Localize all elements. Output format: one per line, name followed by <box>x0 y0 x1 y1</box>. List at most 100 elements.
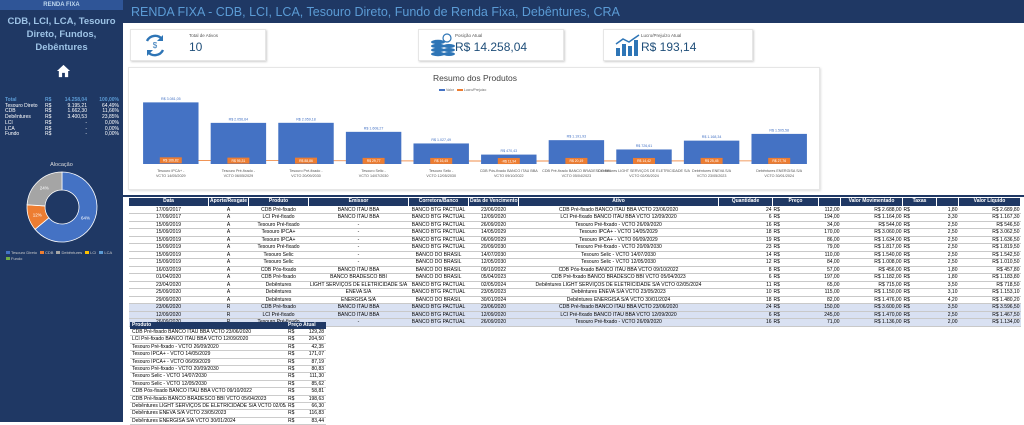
table-cell: 23/06/2020 <box>468 206 519 214</box>
table-row[interactable]: 17/09/2017 A CDB Pré-fixado BANCO ITAU BBA B… <box>128 206 1021 214</box>
table-row[interactable]: 15/09/2019 A Tesouro Pré-fixado - BANCO BTG … <box>128 243 1021 252</box>
table-row[interactable]: 23/06/2020 R CDB Pré-fixado BANCO ITAU BBA B… <box>128 303 1021 312</box>
table-header-cell[interactable]: Taxas <box>902 197 937 207</box>
table-header-cell[interactable]: Valor Líquido <box>958 197 1021 207</box>
chart-profit-marker <box>768 157 791 164</box>
summary-cell-value: 1.662,30 <box>67 108 87 115</box>
price-cell: R$ <box>286 372 300 381</box>
chart-bar-value <box>548 140 605 164</box>
price-row[interactable]: Tesouro Selic - VCTO 12/05/2030 R$ 85,62 <box>130 380 327 389</box>
summary-cell-cur: R$ <box>45 114 52 121</box>
price-row[interactable]: CDB Pré-fixado BANCO BRADESCO BBI VCTO 0… <box>130 395 327 404</box>
table-header-cell[interactable] <box>818 197 841 207</box>
table-header-cell[interactable]: Emissor <box>308 197 409 207</box>
chart-profit-label: -R$ 11,94 <box>501 159 516 163</box>
table-row[interactable]: 15/09/2019 A Tesouro Selic - BANCO DO BRASIL… <box>128 251 1021 259</box>
current-position-label: Posição Atual <box>455 33 483 38</box>
table-cell: Debêntures ENEVA S/A VCTO 23/05/2023 <box>518 288 719 297</box>
table-cell: 197,00 <box>818 273 841 282</box>
price-row[interactable]: Tesouro Selic - VCTO 14/07/2030 R$ 111,30 <box>130 372 327 381</box>
chart-profit-label: R$ 25,45 <box>705 159 719 163</box>
chart-profit-marker <box>362 157 385 164</box>
price-table-header-product[interactable]: Produto <box>130 322 286 329</box>
price-cell: Debêntures ENERGISA S/A VCTO 30/01/2024 <box>130 417 286 425</box>
chart-bar-value <box>210 122 267 164</box>
table-cell: 23 <box>718 243 773 252</box>
summary-cell-name: Fundo <box>5 131 20 138</box>
chart-value-label: R$ 726,61 <box>636 144 653 148</box>
table-cell: Tesouro IPCA+ - VCTO 06/09/2029 <box>518 236 719 244</box>
table-cell: R$ 1.634,00 <box>840 236 903 244</box>
table-cell: 6 <box>718 273 773 282</box>
price-row[interactable]: LCI Pré-fixado BANCO ITAU BBA VCTO 12/09… <box>130 335 327 344</box>
table-row[interactable]: 12/09/2020 R LCI Pré-fixado BANCO ITAU BBA B… <box>128 311 1021 319</box>
current-position-card: Posição Atual R$ 14.258,04 <box>418 29 564 61</box>
table-cell: R$ 1.542,50 <box>958 251 1021 259</box>
table-cell: 14/05/2029 <box>468 228 519 237</box>
table-cell: 23/04/2020 <box>128 281 209 289</box>
table-header-cell[interactable]: Data de Vencimento <box>468 197 519 207</box>
summary-row: Fundo R$ - 0,00% <box>5 132 119 138</box>
table-cell: A <box>208 213 249 222</box>
table-cell: R$ <box>902 281 937 289</box>
table-row[interactable]: 01/04/2020 A CDB Pré-fixado BANCO BRADESCO … <box>128 273 1021 282</box>
table-cell: R$ 1.010,50 <box>958 258 1021 267</box>
table-row[interactable]: 15/09/2019 A Tesouro IPCA+ - BANCO BTG PACTU… <box>128 236 1021 244</box>
price-row[interactable]: CDB Pré-fixado BANCO ITAU BBA VCTO 23/06… <box>130 329 327 337</box>
table-cell: ENERGISA S/A <box>308 296 409 304</box>
table-cell: R$ 456,00 <box>840 266 903 274</box>
table-cell: 26/09/2020 <box>468 221 519 229</box>
table-header-cell[interactable]: Valor Movimentado <box>840 197 903 207</box>
table-header-cell[interactable]: Preço <box>772 197 819 207</box>
price-row[interactable]: Tesouro IPCA+ - VCTO 06/09/2029 R$ 87,19 <box>130 358 327 367</box>
price-cell: Tesouro Pré-fixado - VCTO 26/09/2020 <box>130 343 286 352</box>
table-header-cell[interactable]: Corretora/Banco <box>408 197 469 207</box>
table-header-cell[interactable] <box>936 197 959 207</box>
table-row[interactable]: 15/09/2019 A Tesouro Pré-fixado - BANCO BTG … <box>128 221 1021 229</box>
table-cell: CDB Pré-fixado BANCO BRADESCO BBI VCTO 0… <box>518 273 719 282</box>
table-cell: R$ 546,50 <box>958 221 1021 229</box>
chart-plot: R$ 3.081,05 R$ 166,82 Tesouro IPCA+ -VCTO … <box>143 97 807 178</box>
price-row[interactable]: Tesouro IPCA+ - VCTO 14/05/2029 R$ 171,07 <box>130 350 327 359</box>
table-header-cell[interactable]: Quantidade <box>718 197 773 207</box>
table-cell: Tesouro Selic <box>248 258 309 267</box>
table-row[interactable]: 23/04/2020 A Debêntures LIGHT SERVIÇOS DE E… <box>128 281 1021 289</box>
table-header-cell[interactable]: Produto <box>248 197 309 207</box>
table-header-cell[interactable]: Data <box>128 197 209 207</box>
donut-slice-label: 64% <box>81 216 90 221</box>
profit-loss-label: Lucro/Prejuízo Atual <box>641 33 682 38</box>
table-cell: 05/04/2023 <box>468 273 519 282</box>
table-row[interactable]: 15/09/2019 A Tesouro IPCA+ - BANCO BTG PACTU… <box>128 228 1021 237</box>
table-cell: R$ <box>772 221 819 229</box>
table-cell: 6 <box>718 213 773 222</box>
table-header-cell[interactable]: Aporte/Resgate <box>208 197 249 207</box>
home-icon[interactable] <box>56 64 71 78</box>
price-cell: CDB Pós-fixado BANCO ITAU BBA VCTO 09/10… <box>130 387 286 396</box>
table-row[interactable]: 16/03/2019 A CDB Pós-fixado BANCO ITAU BBA B… <box>128 266 1021 274</box>
table-cell: ENEVA S/A <box>308 288 409 297</box>
table-cell: R$ 1.476,00 <box>840 296 903 304</box>
table-header-cell[interactable]: Ativo <box>518 197 719 207</box>
table-cell: R$ 2.689,80 <box>958 206 1021 214</box>
price-row[interactable]: CDB Pós-fixado BANCO ITAU BBA VCTO 09/10… <box>130 387 327 396</box>
price-cell: LCI Pré-fixado BANCO ITAU BBA VCTO 12/09… <box>130 335 286 344</box>
price-row[interactable]: Debêntures ENERGISA S/A VCTO 30/01/2024 R… <box>130 417 327 425</box>
table-row[interactable]: 25/09/2020 A Debêntures ENEVA S/A BANCO BTG … <box>128 288 1021 297</box>
price-row[interactable]: Debêntures ENEVA S/A VCTO 23/05/2023 R$ 11… <box>130 409 327 418</box>
price-cell: 87,19 <box>300 358 327 367</box>
summary-cell-pct: 23,85% <box>102 114 119 121</box>
price-row[interactable]: Debêntures LIGHT SERVIÇOS DE ELETRICIDAD… <box>130 402 327 411</box>
table-row[interactable]: 29/09/2020 A Debêntures ENERGISA S/A BANCO D… <box>128 296 1021 304</box>
price-row[interactable]: Tesouro Pré-fixado - VCTO 26/09/2020 R$ 42… <box>130 343 327 352</box>
table-row[interactable]: 15/09/2019 A Tesouro Selic - BANCO DO BRASIL… <box>128 258 1021 267</box>
price-table-header-price[interactable]: Preço Atual <box>286 322 327 329</box>
table-cell: R$ <box>772 288 819 297</box>
legend-swatch <box>56 251 61 254</box>
table-cell: 25/09/2020 <box>128 288 209 297</box>
table-row[interactable]: 17/09/2017 A LCI Pré-fixado BANCO ITAU BBA B… <box>128 213 1021 222</box>
table-cell: R <box>208 311 249 319</box>
total-assets-value: 10 <box>189 40 203 54</box>
table-cell: BANCO DO BRASIL <box>408 258 469 267</box>
table-cell: R$ <box>902 258 937 267</box>
price-row[interactable]: Tesouro Pré-fixado - VCTO 20/09/2030 R$ 80… <box>130 365 327 374</box>
